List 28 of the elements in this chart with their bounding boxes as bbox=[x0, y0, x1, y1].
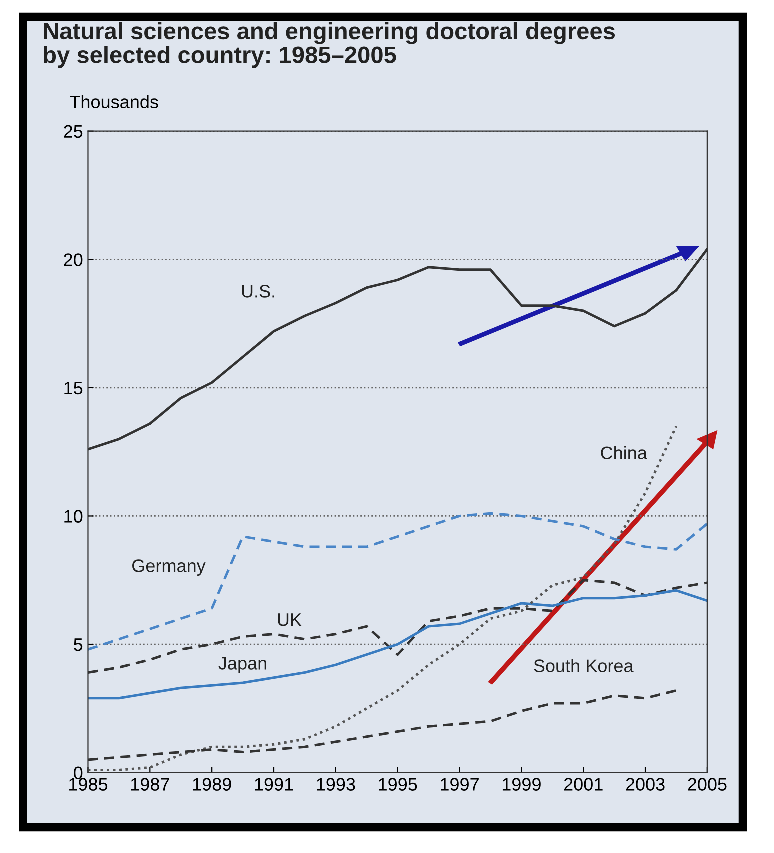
y-tick-label: 0 bbox=[74, 766, 83, 780]
y-tick-label: 20 bbox=[64, 254, 83, 266]
line-series bbox=[88, 425, 678, 772]
x-tick-label: 2003 bbox=[626, 778, 665, 791]
x-tick-label: 1989 bbox=[193, 778, 232, 791]
x-tick-label: 2001 bbox=[564, 778, 603, 791]
series-label: South Korea bbox=[534, 659, 634, 672]
y-tick-label: 5 bbox=[74, 638, 83, 652]
y-tick-label: 10 bbox=[64, 510, 83, 523]
x-tick-label: 1987 bbox=[131, 778, 170, 791]
y-tick-label: 25 bbox=[64, 125, 83, 138]
x-tick-label: 1993 bbox=[317, 778, 356, 791]
y-axis-title: Thousands bbox=[70, 95, 158, 109]
series-label: U.S. bbox=[242, 285, 274, 298]
x-tick-label: 1985 bbox=[70, 778, 108, 791]
line-series bbox=[88, 512, 708, 651]
series-label: China bbox=[601, 446, 648, 460]
series-label: UK bbox=[278, 614, 302, 626]
y-tick-label: 15 bbox=[64, 382, 83, 395]
x-tick-label: 1995 bbox=[379, 778, 418, 791]
x-tick-label: 1997 bbox=[441, 778, 479, 791]
chart-title: Natural sciences and engineering doctoral degrees by selected country: 1985–2005 bbox=[44, 22, 616, 68]
series-label: Japan bbox=[218, 657, 266, 674]
x-tick-label: 2005 bbox=[688, 778, 727, 791]
series-label: Germany bbox=[132, 560, 206, 576]
x-tick-label: 1999 bbox=[502, 778, 541, 791]
x-tick-label: 1991 bbox=[255, 778, 294, 791]
line-series bbox=[88, 589, 708, 700]
